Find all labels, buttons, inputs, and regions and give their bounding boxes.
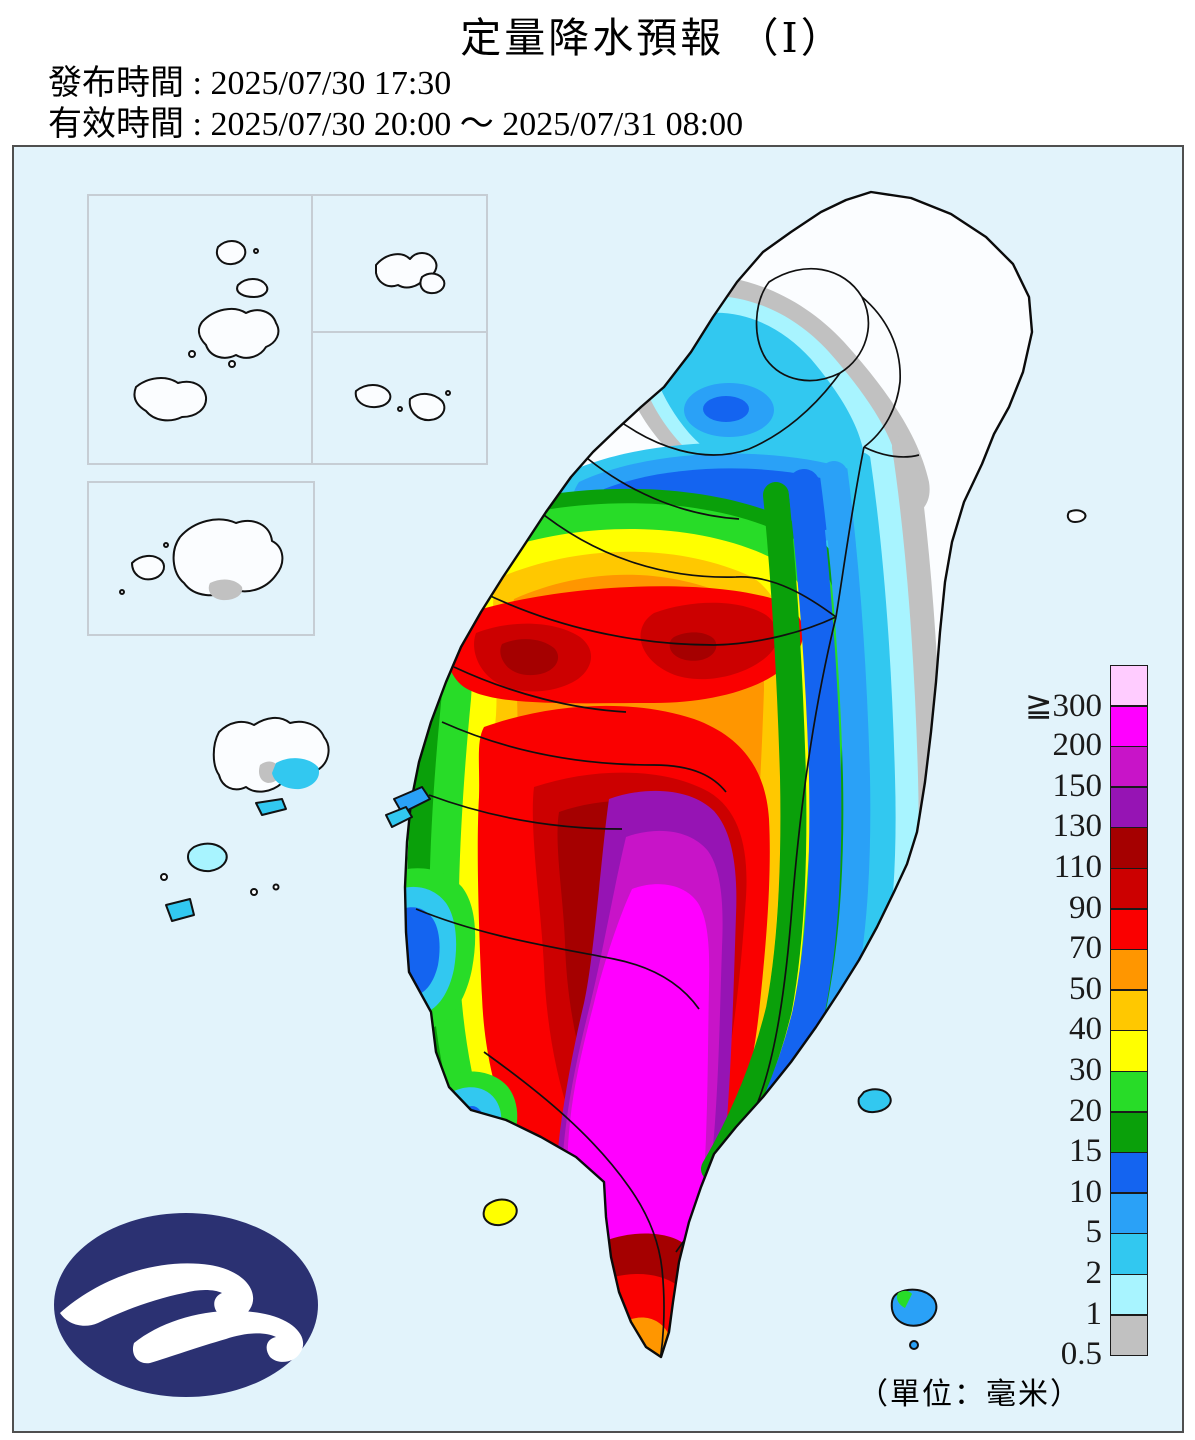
legend-threshold-label: 150 [1052,767,1103,804]
island-outline [255,798,287,816]
island-coastal-flat [385,806,413,828]
page-title: 定量降水預報 （Ⅰ） [460,15,845,61]
legend-threshold-label: 50 [1069,970,1102,1007]
legend-threshold-label: 110 [1053,848,1102,885]
legend-color-swatch [1110,1233,1148,1275]
legend-threshold-label: 2 [1085,1254,1103,1291]
legend-threshold-label: 10 [1069,1173,1102,1210]
unit-label: （單位：毫米） [858,1378,1082,1411]
rain-pocket-green [439,1071,518,1166]
island-outline [445,390,451,396]
rainfall-contours [405,231,943,1389]
legend-threshold-label: 1 [1085,1295,1103,1332]
issue-time-label: 發布時間 [48,65,184,102]
legend-color-swatch [1110,665,1148,707]
island-outline [253,248,259,254]
valid-time-line: 有效時間 : 2025/07/30 20:00 ～ 2025/07/31 08:… [48,96,743,145]
legend-color-swatch [1110,1111,1148,1153]
island-outline [909,1340,919,1350]
legend-threshold-label: 130 [1052,808,1103,845]
inset-box-dongyin [311,331,488,465]
island-outline [163,542,169,548]
island-orchid-green-tip [896,1290,912,1308]
legend-color-swatch [1110,827,1148,869]
legend-threshold-label: 15 [1069,1132,1102,1169]
legend-threshold-label: ≧300 [1024,687,1102,724]
legend-color-swatch [1110,1192,1148,1235]
legend-color-swatch [1110,1314,1148,1356]
island-outline [160,873,168,881]
legend-threshold-label: 5 [1085,1214,1103,1251]
island-outline [397,406,403,412]
legend-color-swatch [1110,1071,1148,1113]
island-outline [354,384,392,409]
valid-time-label: 有效時間 [48,106,184,143]
island-outline [228,360,236,368]
legend-color-swatch [1110,949,1148,991]
legend: ≧300 200 150 130 110 90 70 50 40 30 20 15 10 5 2 1 0.5 [1025,665,1148,1372]
island-outline [131,555,165,581]
rain-sliver-palecyan [405,1024,413,1052]
island-coastal-flat [393,786,431,814]
island-green-island [857,1088,892,1114]
legend-color-swatch [1110,1152,1148,1194]
legend-color-swatch [1110,1274,1148,1316]
legend-threshold-label: 70 [1069,929,1102,966]
rain-patch-gray [208,579,243,601]
legend-color-swatch [1110,989,1148,1032]
rain-core-maroon [500,639,559,676]
rain-band-gold [561,1233,601,1312]
rain-pocket-cyan [447,1087,502,1156]
island-liuqiu [482,1198,518,1227]
legend-threshold-label: 0.5 [1060,1335,1102,1372]
legend-color-swatch [1110,746,1148,788]
legend-color-swatch [1110,786,1148,829]
island-outline [272,883,280,891]
issue-time-value: 2025/07/30 17:30 [210,65,452,102]
rain-coast-cyan [877,1016,912,1050]
offshore-islands [160,509,1087,1350]
legend-color-swatch [1110,908,1148,950]
legend-threshold-label: 200 [1052,726,1103,763]
rain-core-red [644,1363,670,1389]
legend-threshold-label: 20 [1069,1092,1102,1129]
island-outline [236,278,269,298]
rain-core-maroon [669,632,717,661]
rain-sliver-gray [405,1003,409,1035]
precipitation-map [54,190,1087,1397]
legend-threshold-label: 90 [1069,889,1102,926]
valid-time-value: 2025/07/30 20:00 ～ 2025/07/31 08:00 [210,106,744,143]
forecast-map-panel: ≧300 200 150 130 110 90 70 50 40 30 20 15 10 5 2 1 0.5 （… [12,145,1184,1433]
island-outline [408,393,446,422]
inset-islands [119,240,451,597]
island-outline [188,350,196,358]
island-outline [250,888,258,896]
island-outline [187,842,228,873]
legend-threshold-label: 40 [1069,1011,1102,1048]
inset-boxes [87,194,488,636]
inset-box-nangan [87,481,315,636]
rain-ribbon-darkgreen [701,482,807,1182]
separator: : [184,106,211,143]
issue-time-line: 發布時間 : 2025/07/30 17:30 [48,55,451,104]
rain-spot-blue [703,396,749,422]
island-outline [216,240,247,266]
island-outline [133,377,208,422]
rain-pocket-blue [405,907,440,996]
island-guishan [1066,509,1087,523]
legend-threshold-label: 30 [1069,1051,1102,1088]
island-outline [419,272,446,295]
island-outline [197,307,280,359]
separator: : [184,65,211,102]
cwa-logo [54,1213,318,1397]
rain-patch-cyan [272,758,320,790]
island-outline [172,518,284,597]
legend-color-swatch [1110,705,1148,747]
legend-color-swatch [1110,868,1148,910]
island-outline [165,898,195,922]
island-outline [119,589,125,595]
legend-color-swatch [1110,1030,1148,1072]
